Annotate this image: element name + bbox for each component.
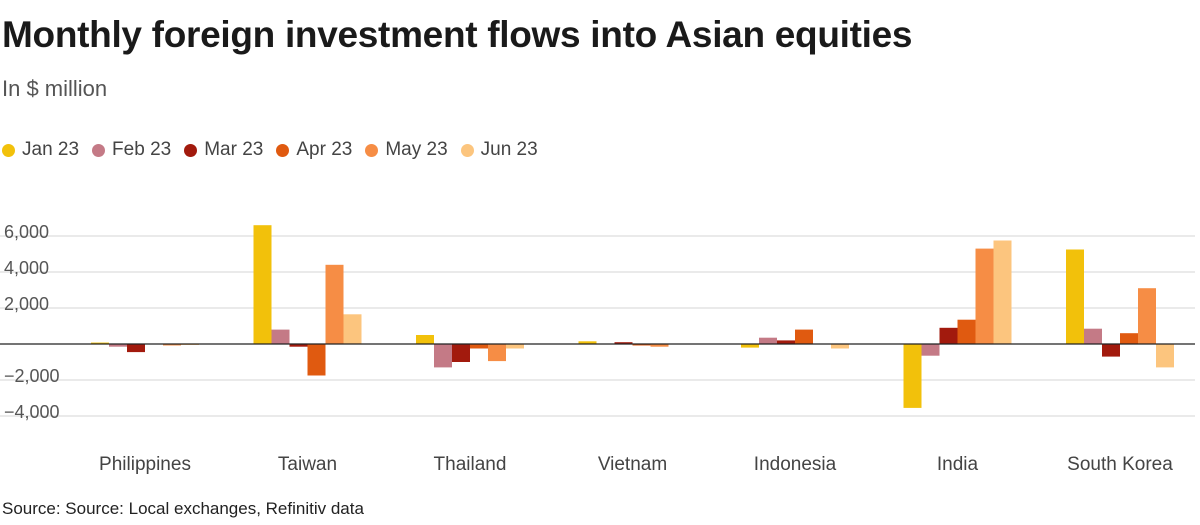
bar-thailand-mar-23 [452, 344, 470, 362]
bar-india-jun-23 [993, 240, 1012, 344]
bar-taiwan-jan-23 [253, 225, 272, 344]
legend-label: Jan 23 [22, 139, 80, 160]
bar-south-korea-jan-23 [1066, 249, 1084, 344]
bar-india-mar-23 [939, 327, 958, 344]
bars [91, 225, 1174, 408]
bar-philippines-jan-23 [91, 342, 109, 345]
bar-south-korea-feb-23 [1084, 328, 1102, 344]
bar-south-korea-mar-23 [1102, 344, 1120, 357]
bar-indonesia-mar-23 [777, 340, 795, 344]
y-axis-ticks: 6,000 4,000 2,000 −2,000 −4,000 [4, 222, 60, 422]
bar-india-may-23 [975, 248, 994, 344]
x-category-label: Indonesia [754, 454, 837, 475]
bar-taiwan-apr-23 [307, 344, 326, 376]
legend-label: Mar 23 [204, 139, 264, 160]
legend-swatch [276, 143, 290, 157]
bar-thailand-jan-23 [416, 335, 434, 344]
x-category-label: Philippines [99, 454, 191, 475]
y-tick-label: 6,000 [4, 222, 49, 242]
chart-title: Monthly foreign investment flows into As… [2, 14, 913, 55]
bar-vietnam-jan-23 [578, 341, 597, 344]
legend-label: Apr 23 [296, 139, 353, 160]
legend-item-jan-23: Jan 23 [2, 139, 79, 161]
y-tick-label: 4,000 [4, 258, 49, 278]
bar-indonesia-feb-23 [759, 337, 777, 344]
bar-india-apr-23 [957, 319, 976, 344]
gridlines [0, 235, 1195, 417]
bar-taiwan-jun-23 [343, 314, 362, 344]
bar-indonesia-jan-23 [741, 344, 759, 348]
y-tick-label: −2,000 [4, 366, 60, 386]
bar-taiwan-may-23 [325, 264, 344, 344]
bar-vietnam-may-23 [650, 344, 669, 347]
legend-item-apr-23: Apr 23 [276, 139, 352, 161]
bar-vietnam-mar-23 [614, 342, 633, 344]
legend-label: May 23 [385, 139, 448, 160]
bar-south-korea-apr-23 [1120, 333, 1138, 344]
y-tick-label: 2,000 [4, 294, 49, 314]
bar-thailand-jun-23 [506, 344, 524, 349]
bar-south-korea-may-23 [1138, 288, 1156, 344]
legend-item-feb-23: Feb 23 [92, 139, 171, 161]
legend-item-may-23: May 23 [365, 139, 448, 161]
bar-india-jan-23 [903, 344, 922, 408]
bar-indonesia-apr-23 [795, 329, 813, 344]
legend-swatch [92, 143, 106, 157]
legend-item-jun-23: Jun 23 [460, 139, 538, 161]
bar-thailand-may-23 [488, 344, 506, 362]
x-category-label: South Korea [1067, 454, 1173, 475]
chart-subtitle: In $ million [2, 76, 108, 101]
bar-indonesia-jun-23 [831, 344, 849, 349]
legend-swatch [2, 143, 15, 157]
bar-philippines-may-23 [163, 344, 181, 346]
bar-philippines-feb-23 [109, 344, 127, 347]
legend-swatch [184, 143, 198, 157]
bar-thailand-feb-23 [434, 344, 452, 368]
bar-philippines-mar-23 [127, 344, 145, 353]
bar-india-feb-23 [921, 344, 940, 356]
bar-south-korea-jun-23 [1156, 344, 1174, 368]
legend-swatch [460, 143, 474, 157]
bar-vietnam-apr-23 [632, 344, 651, 346]
x-category-label: Vietnam [598, 454, 667, 475]
x-category-label: India [937, 454, 979, 475]
bar-thailand-apr-23 [470, 344, 488, 349]
legend-swatch [365, 143, 379, 157]
x-axis-categories: Philippines Taiwan Thailand Vietnam Indonesi… [99, 454, 1173, 475]
y-tick-label: −4,000 [4, 402, 60, 422]
chart-source: Source: Source: Local exchanges, Refinit… [2, 499, 364, 518]
x-category-label: Taiwan [278, 454, 337, 475]
x-category-label: Thailand [434, 454, 507, 475]
legend-label: Feb 23 [112, 139, 172, 160]
bar-taiwan-mar-23 [289, 344, 308, 347]
legend-label: Jun 23 [480, 139, 538, 160]
chart-legend: Jan 23 Feb 23 Mar 23 Apr 23 May 23 Jun 23 [2, 139, 551, 161]
bar-taiwan-feb-23 [271, 329, 290, 344]
legend-item-mar-23: Mar 23 [184, 139, 263, 161]
